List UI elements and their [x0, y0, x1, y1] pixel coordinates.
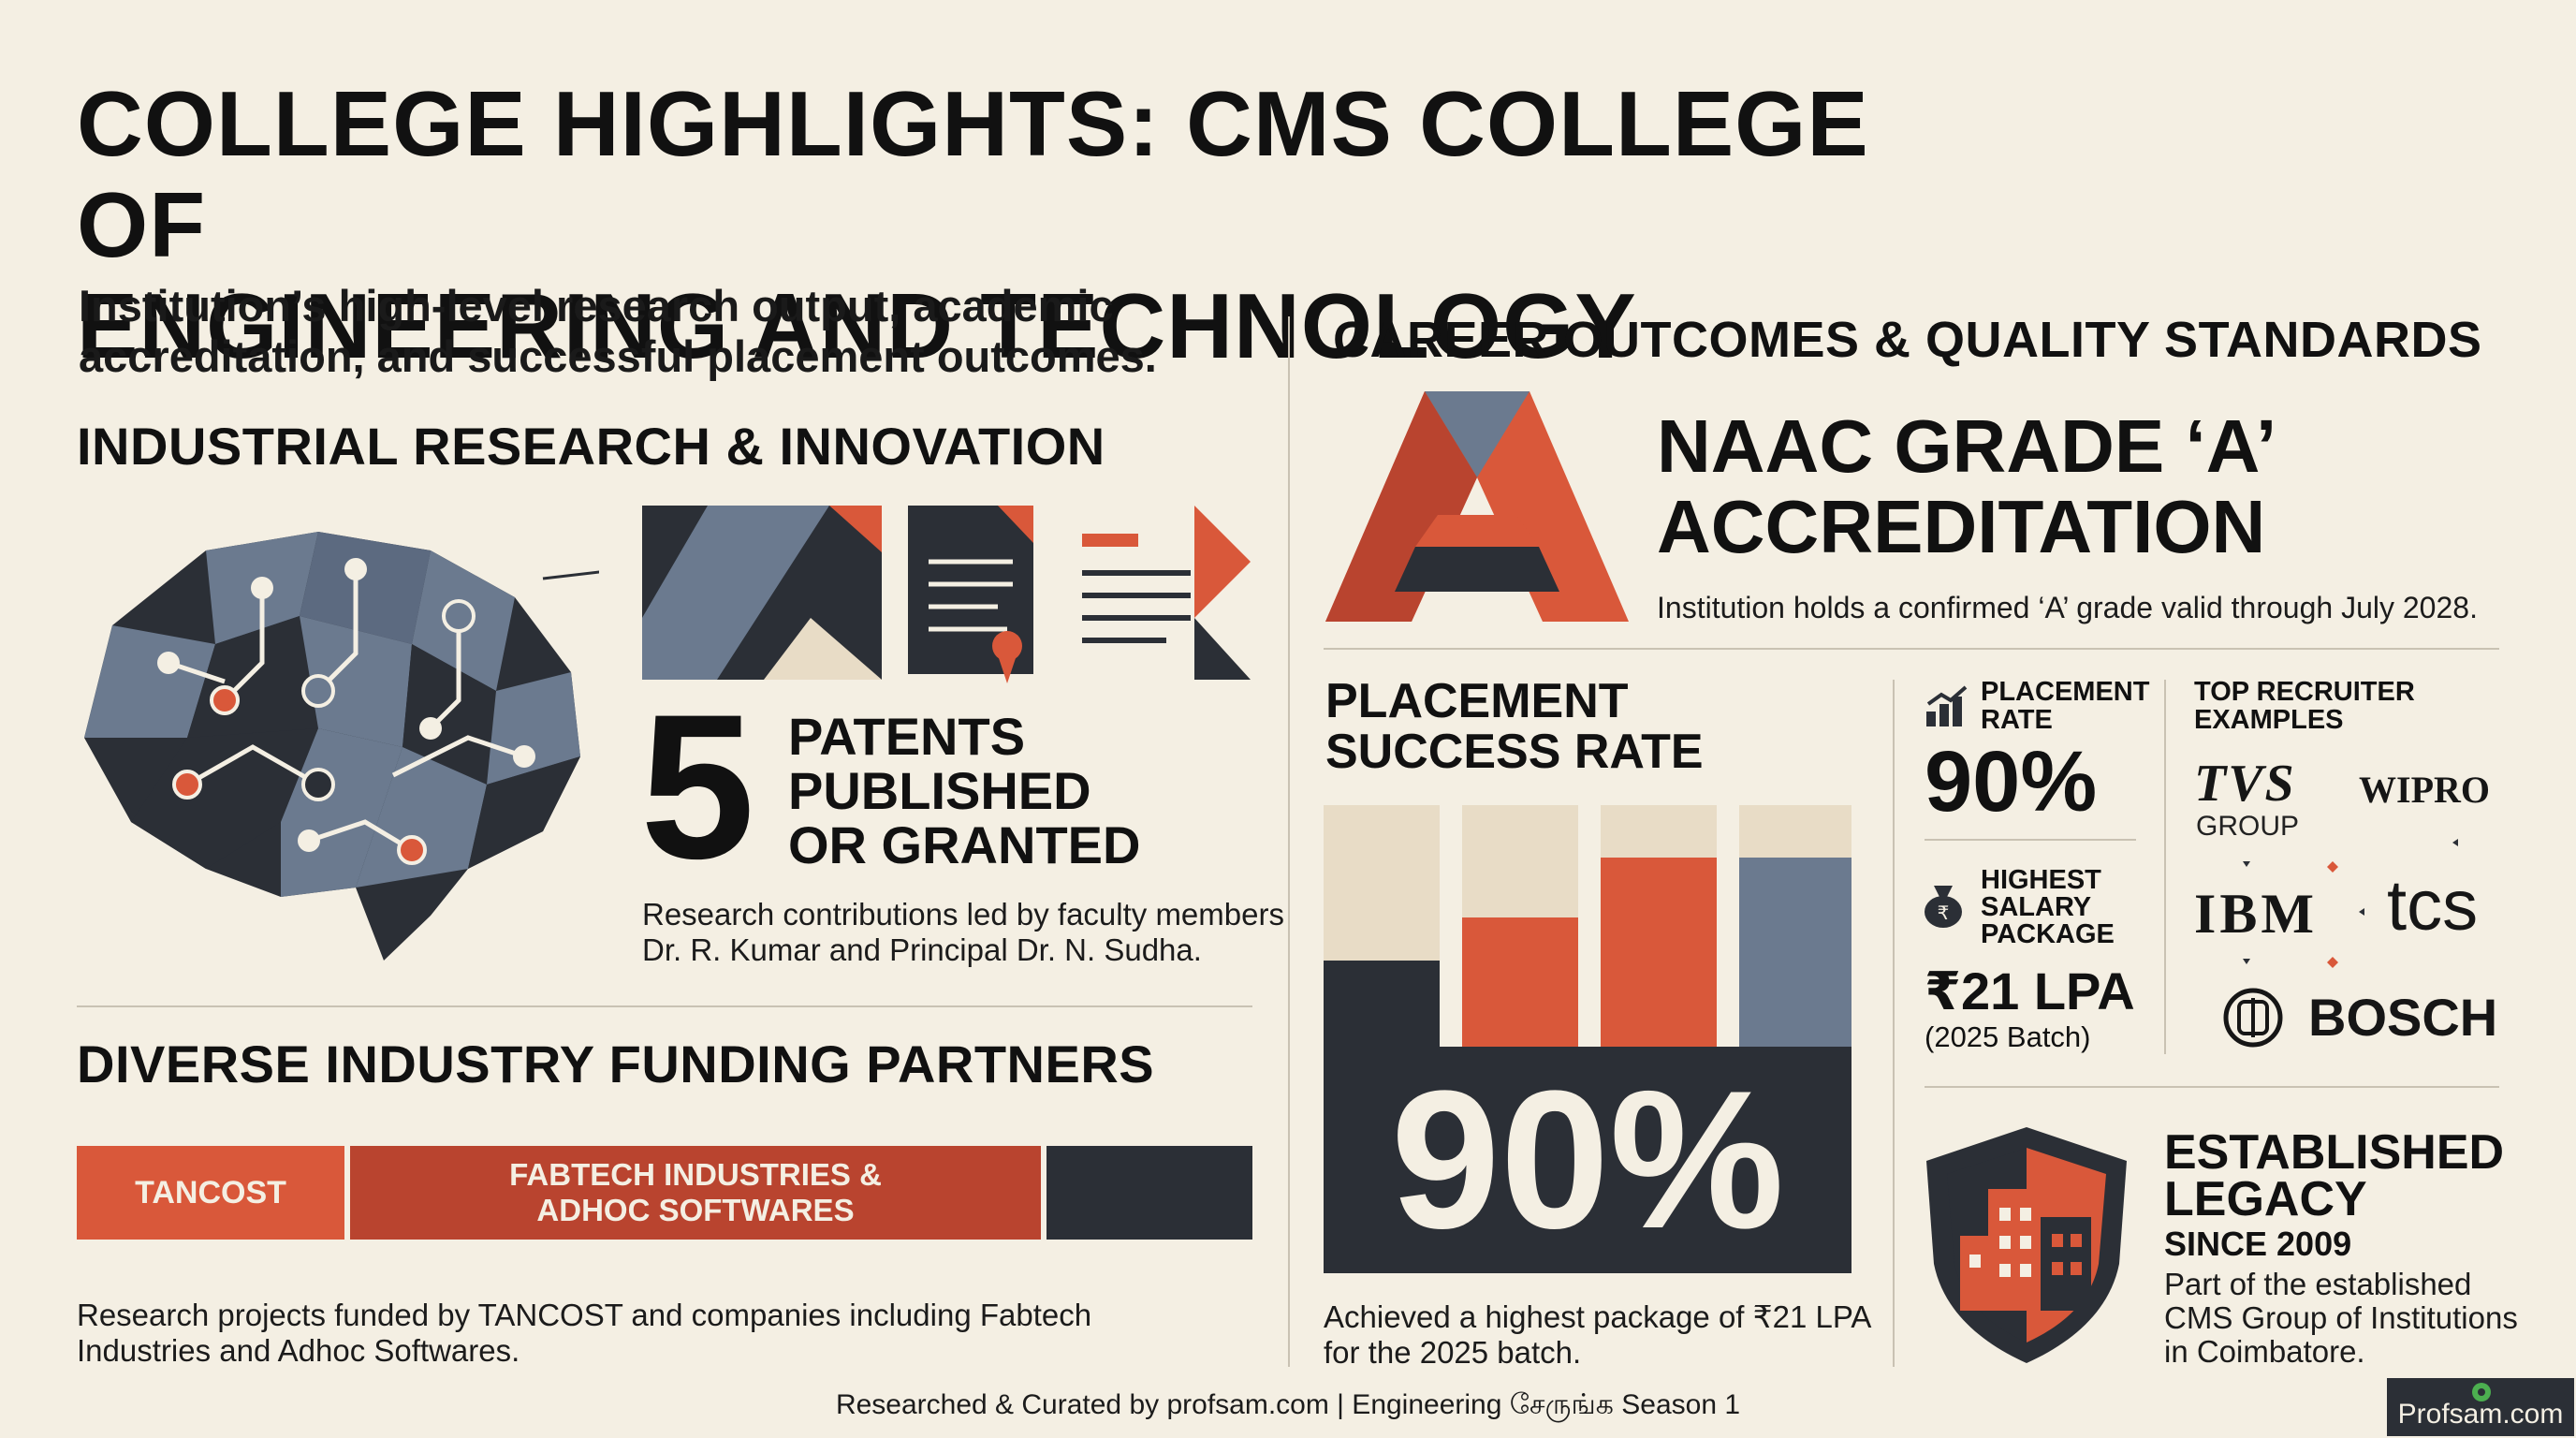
recruiter-sparkle-icon: [2243, 839, 2458, 968]
patent-label-line-1: PATENTS: [788, 707, 1026, 766]
research-funding-divider: [77, 1005, 1252, 1007]
funding-segment-fabtech-line-1: FABTECH INDUSTRIES &: [509, 1157, 882, 1192]
legacy-description: Part of the established CMS Group of Ins…: [2164, 1268, 2518, 1369]
research-heading: INDUSTRIAL RESEARCH & INNOVATION: [77, 417, 1105, 476]
placement-panel: [1324, 1047, 1852, 1273]
recruiters-heading-line-1: TOP RECRUITER: [2194, 677, 2415, 707]
placement-desc-line-2: for the 2025 batch.: [1324, 1335, 1582, 1370]
chart-up-icon: [1926, 685, 1968, 726]
patent-label-line-2: PUBLISHED: [788, 761, 1091, 820]
bosch-emblem-icon: [2223, 988, 2283, 1048]
money-bag-icon: ₹: [1925, 886, 1962, 928]
funding-desc-line-2: Industries and Adhoc Softwares.: [77, 1333, 520, 1368]
rate-label-line-1: PLACEMENT: [1981, 677, 2150, 707]
funding-segment-fabtech: FABTECH INDUSTRIES & ADHOC SOFTWARES: [350, 1146, 1041, 1240]
page-subtitle: Institution’s high-level research output…: [79, 281, 1221, 382]
funding-description: Research projects funded by TANCOST and …: [77, 1298, 1091, 1369]
placement-bar-3-top: [1601, 805, 1717, 858]
naac-title-line-2: ACCREDITATION: [1657, 485, 2266, 568]
placement-bar-2-top: [1462, 805, 1578, 917]
funding-segment-other: [1046, 1146, 1252, 1240]
shield-building-icon: [1926, 1127, 2127, 1363]
research-desc-line-1: Research contributions led by faculty me…: [642, 897, 1284, 932]
tvs-logo-sub: GROUP: [2196, 811, 2300, 842]
patent-count: 5: [640, 671, 755, 902]
placement-description: Achieved a highest package of ₹21 LPA fo…: [1324, 1299, 1871, 1371]
research-desc-line-2: Dr. R. Kumar and Principal Dr. N. Sudha.: [642, 932, 1202, 967]
wipro-logo: WIPRO: [2359, 769, 2490, 811]
tvs-logo: TVS: [2194, 755, 2296, 813]
funding-desc-line-1: Research projects funded by TANCOST and …: [77, 1298, 1092, 1332]
legacy-desc-line-2: CMS Group of Institutions: [2164, 1300, 2518, 1335]
rate-label: PLACEMENT RATE: [1981, 678, 2149, 734]
legacy-heading-line-1: ESTABLISHED: [2164, 1125, 2505, 1180]
package-label-line-3: PACKAGE: [1981, 919, 2115, 949]
rate-package-divider: [1925, 839, 2136, 841]
title-line-1: COLLEGE HIGHLIGHTS: CMS COLLEGE OF: [77, 72, 1869, 276]
patent-label-line-3: OR GRANTED: [788, 815, 1141, 874]
naac-description: Institution holds a confirmed ‘A’ grade …: [1657, 591, 2478, 624]
legacy-since: SINCE 2009: [2164, 1225, 2352, 1263]
recruiter-legacy-divider: [1925, 1086, 2499, 1088]
brand-badge[interactable]: Profsam.com: [2387, 1378, 2574, 1436]
brand-badge-label: Profsam.com: [2397, 1399, 2564, 1430]
funding-segment-fabtech-line-2: ADHOC SOFTWARES: [536, 1193, 855, 1227]
title-line-2: ENGINEERING AND TECHNOLOGY: [77, 274, 1637, 377]
legacy-desc-line-3: in Coimbatore.: [2164, 1334, 2365, 1369]
placement-heading-line-1: PLACEMENT: [1325, 674, 1629, 728]
page-title: COLLEGE HIGHLIGHTS: CMS COLLEGE OF ENGIN…: [77, 73, 1949, 376]
legacy-heading: ESTABLISHED LEGACY: [2164, 1125, 2505, 1226]
placement-desc-line-1: Achieved a highest package of ₹21 LPA: [1324, 1299, 1872, 1334]
grade-a-icon: [1325, 391, 1629, 622]
leaf-icon: [2472, 1383, 2491, 1401]
rate-label-line-2: RATE: [1981, 705, 2053, 735]
placement-heading-line-2: SUCCESS RATE: [1325, 725, 1704, 779]
package-label-line-2: SALARY: [1981, 892, 2092, 922]
brain-icon: [84, 532, 599, 961]
recruiters-heading-line-2: EXAMPLES: [2194, 705, 2344, 735]
package-label-line-1: HIGHEST: [1981, 865, 2101, 895]
column-divider: [1288, 316, 1290, 1367]
rate-value: 90%: [1925, 734, 2098, 829]
ibm-logo: IBM: [2194, 883, 2318, 945]
naac-title: NAAC GRADE ‘A’ ACCREDITATION: [1657, 406, 2276, 567]
legacy-desc-line-1: Part of the established: [2164, 1267, 2472, 1301]
subtitle-line-2: accreditation, and successful placement …: [79, 331, 1157, 381]
placement-bar-1-top: [1324, 805, 1440, 961]
naac-placement-divider: [1324, 648, 2499, 650]
footer-credit: Researched & Curated by profsam.com | En…: [835, 1389, 1741, 1420]
package-label: HIGHEST SALARY PACKAGE: [1981, 867, 2115, 948]
placement-big-value: 90%: [1390, 1049, 1785, 1269]
funding-heading: DIVERSE INDUSTRY FUNDING PARTNERS: [77, 1034, 1155, 1093]
package-batch: (2025 Batch): [1925, 1020, 2091, 1053]
tcs-logo: tcs: [2387, 866, 2479, 946]
funding-segment-tancost: TANCOST: [77, 1146, 344, 1240]
placement-graphic: [1324, 805, 1852, 1273]
svg-text:₹: ₹: [1938, 902, 1950, 924]
career-heading: CAREER OUTCOMES & QUALITY STANDARDS: [1333, 312, 2482, 368]
placement-heading: PLACEMENT SUCCESS RATE: [1325, 676, 1704, 777]
research-description: Research contributions led by faculty me…: [642, 897, 1284, 968]
funding-bar: TANCOST FABTECH INDUSTRIES & ADHOC SOFTW…: [77, 1146, 1252, 1240]
placement-bar-4-top: [1739, 805, 1852, 858]
bosch-logo: BOSCH: [2308, 988, 2498, 1047]
naac-title-line-1: NAAC GRADE ‘A’: [1657, 404, 2277, 488]
subtitle-line-1: Institution’s high-level research output…: [79, 281, 1114, 330]
recruiter-divider: [2164, 680, 2166, 1054]
patent-illustration-icon: [642, 506, 1251, 683]
placement-divider: [1893, 680, 1895, 1367]
package-value: ₹21 LPA: [1925, 961, 2135, 1020]
patent-label: PATENTS PUBLISHED OR GRANTED: [788, 710, 1140, 873]
recruiters-heading: TOP RECRUITER EXAMPLES: [2194, 678, 2415, 734]
legacy-heading-line-2: LEGACY: [2164, 1172, 2367, 1226]
